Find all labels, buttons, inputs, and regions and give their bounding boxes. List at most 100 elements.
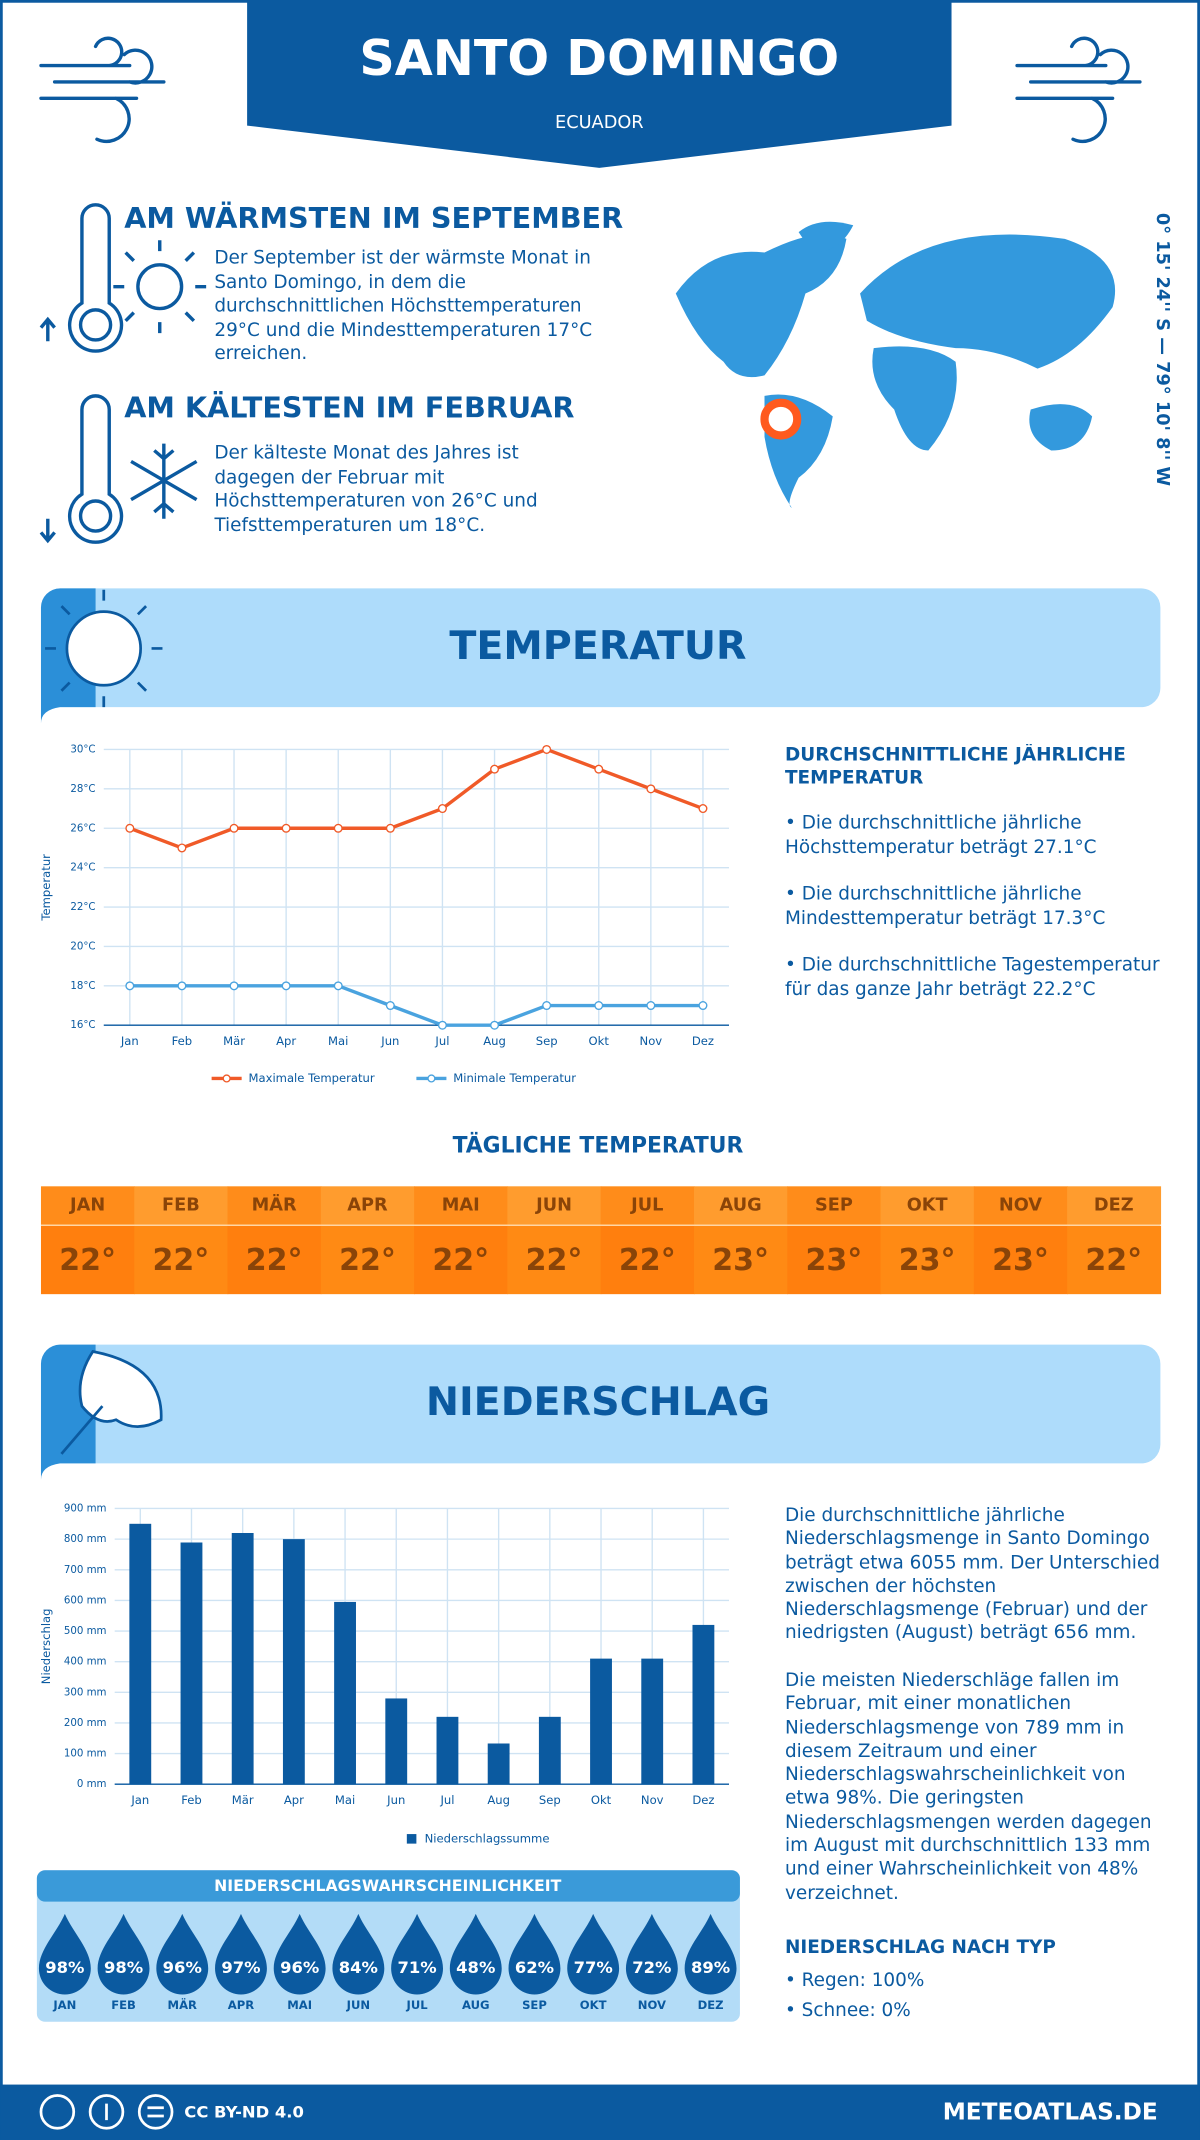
country: ECUADOR [555, 113, 644, 133]
x-tick-label: Mai [328, 1034, 348, 1048]
point [594, 1001, 604, 1011]
y-tick-label: 0 mm [77, 1779, 107, 1790]
bar [231, 1532, 254, 1785]
value-cell [507, 1225, 602, 1295]
month-label: SEP [815, 1195, 853, 1215]
point [385, 823, 395, 833]
y-tick-label: 100 mm [64, 1749, 107, 1760]
value-cell [787, 1225, 882, 1295]
probability-value: 77% [574, 1958, 613, 1977]
license: CC BY-ND 4.0 [184, 2103, 304, 2122]
point [542, 744, 552, 754]
month-header-cell [320, 1186, 415, 1225]
bar [641, 1658, 664, 1785]
rain-drop [156, 1913, 209, 1995]
probability-month: NOV [638, 1998, 666, 2012]
temperature-value: 22° [339, 1243, 396, 1278]
month-label: FEB [162, 1195, 200, 1215]
x-tick-label: Sep [539, 1793, 561, 1807]
highlight-text: Der September ist der wärmste Monat in S… [214, 247, 593, 365]
point [698, 804, 708, 814]
y-tick-label: 500 mm [64, 1626, 107, 1637]
probability-month: JUL [406, 1998, 429, 2012]
probability-month: OKT [580, 1998, 607, 2012]
point [646, 784, 656, 794]
x-tick-label: Aug [483, 1034, 506, 1048]
highlight-title: AM WÄRMSTEN IM SEPTEMBER [124, 201, 623, 235]
bar [692, 1624, 715, 1785]
value-cell [693, 1225, 788, 1295]
rain-drop [684, 1913, 737, 1995]
month-label: MAI [442, 1195, 480, 1215]
point [333, 823, 343, 833]
x-tick-label: Feb [172, 1034, 193, 1048]
legend-label: Minimale Temperatur [453, 1071, 576, 1085]
month-header-cell [134, 1186, 229, 1225]
month-label: JUL [630, 1195, 663, 1215]
summary-item-box: • Die durchschnittliche jährliche Mindes… [785, 883, 1105, 929]
legend-swatch [406, 1834, 417, 1844]
temperature-value: 22° [432, 1243, 489, 1278]
legend-swatch-dot [222, 1074, 231, 1083]
month-label: DEZ [1094, 1195, 1134, 1215]
summary-item: • Die durchschnittliche Tagestemperatur … [784, 954, 1160, 1000]
rain-drop [38, 1913, 91, 1995]
sun-icon [45, 589, 163, 708]
summary-title-box: DURCHSCHNITTLICHE JÄHRLICHE TEMPERATUR [785, 744, 1126, 789]
month-header-cell [40, 1186, 135, 1225]
probability-month: SEP [522, 1998, 547, 2012]
probability-value: 98% [104, 1958, 143, 1977]
temperature-value: 22° [1085, 1243, 1142, 1278]
value-cell [600, 1225, 695, 1295]
probability-month: DEZ [698, 1998, 724, 2012]
legend-swatch-dot [427, 1074, 436, 1083]
bar [487, 1743, 510, 1785]
point [281, 823, 291, 833]
y-axis-label: Niederschlag [39, 1608, 53, 1684]
type-item: • Regen: 100% [785, 1970, 924, 1991]
probability-box [36, 1870, 740, 2022]
y-tick-label: 300 mm [64, 1687, 107, 1698]
x-tick-label: Dez [692, 1034, 714, 1048]
legend-label: Niederschlagssumme [425, 1831, 550, 1845]
temperature-value: 23° [992, 1243, 1049, 1278]
y-tick-label: 400 mm [64, 1657, 107, 1668]
y-tick-label: 26°C [70, 823, 95, 834]
x-tick-label: Mai [335, 1793, 355, 1807]
month-header-cell [414, 1186, 509, 1225]
x-tick-label: Jan [130, 1793, 149, 1807]
value-cell [880, 1225, 975, 1295]
probability-month: MÄR [168, 1997, 198, 2012]
month-label: OKT [907, 1195, 948, 1215]
x-tick-label: Apr [284, 1793, 304, 1807]
y-tick-label: 24°C [70, 863, 95, 874]
month-header-cell [1067, 1186, 1162, 1225]
type-item: • Schnee: 0% [785, 2000, 911, 2021]
y-tick-label: 700 mm [64, 1565, 107, 1576]
probability-month: FEB [111, 1998, 136, 2012]
rain-drop [97, 1913, 150, 1995]
point [490, 764, 500, 774]
point [437, 1020, 447, 1030]
chart: 16°C 18°C 20°C 22°C 24°C 26°C 28°C 30°C Jan Feb Mä… [39, 744, 730, 1085]
temperature-value: 22° [246, 1243, 303, 1278]
bar [334, 1601, 356, 1785]
highlight-text-box: Der September ist der wärmste Monat in S… [214, 247, 593, 365]
month-label: AUG [720, 1195, 762, 1215]
month-label: NOV [999, 1195, 1042, 1215]
rain-drop [273, 1913, 326, 1995]
x-tick-label: Jun [386, 1793, 405, 1807]
precipitation-text: Die durchschnittliche jährliche Niedersc… [784, 1504, 1160, 1645]
x-tick-label: Mär [232, 1793, 254, 1807]
probability-month: AUG [462, 1998, 490, 2012]
rain-drop [567, 1913, 620, 1995]
x-tick-label: Jan [120, 1034, 139, 1048]
probability-value: 71% [397, 1958, 436, 1977]
probability-month: JUN [346, 1998, 370, 2012]
y-tick-label: 800 mm [64, 1534, 107, 1545]
point [229, 823, 239, 833]
section-banner [40, 588, 1161, 708]
footer-bar [0, 2084, 1200, 2140]
rain-drop [449, 1913, 502, 1995]
probability-month: APR [228, 1998, 254, 2012]
